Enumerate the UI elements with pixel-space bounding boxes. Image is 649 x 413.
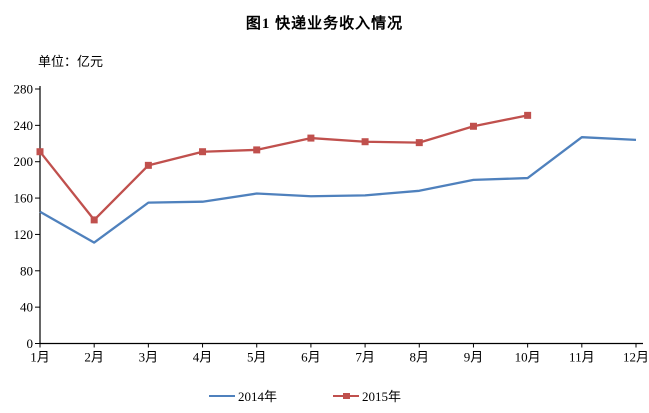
legend-item-2014: 2014年	[208, 386, 277, 405]
unit-label: 单位：亿元	[38, 54, 104, 69]
x-tick-label: 6月	[301, 350, 321, 365]
x-tick-label: 11月	[569, 350, 595, 365]
x-tick-label: 2月	[84, 350, 104, 365]
x-tick-label: 5月	[247, 350, 267, 365]
series-marker	[307, 134, 315, 142]
x-tick-label: 8月	[410, 350, 430, 365]
series-marker	[199, 148, 207, 156]
x-tick-label: 1月	[30, 350, 50, 365]
x-tick-label: 9月	[464, 350, 484, 365]
series-marker	[361, 138, 369, 146]
legend-label: 2015年	[362, 389, 402, 404]
x-tick-label: 10月	[515, 350, 541, 365]
y-tick-label: 280	[14, 82, 34, 97]
y-tick-label: 40	[20, 300, 33, 315]
x-tick-label: 3月	[139, 350, 159, 365]
series-line-2015年	[39, 114, 528, 222]
y-tick-label: 120	[14, 227, 34, 242]
series-marker	[524, 111, 532, 119]
series-marker	[469, 122, 477, 130]
series-line-2014年	[39, 136, 637, 244]
series-marker	[36, 148, 44, 156]
y-tick-label: 0	[27, 336, 34, 351]
series-marker	[253, 146, 261, 154]
x-tick-label: 12月	[623, 350, 649, 365]
legend-item-2015: 2015年	[333, 386, 401, 405]
legend-label: 2014年	[237, 389, 277, 404]
chart-legend: 2014年 2015年	[0, 386, 610, 405]
y-tick-label: 240	[14, 118, 34, 133]
y-tick-label: 160	[14, 191, 34, 206]
legend-line-marker-sample-icon	[333, 392, 359, 399]
x-tick-label: 4月	[193, 350, 213, 365]
series-marker	[415, 139, 423, 147]
series-marker	[90, 216, 98, 224]
y-tick-label: 80	[20, 263, 33, 278]
x-tick-label: 7月	[355, 350, 375, 365]
series-marker	[144, 161, 152, 169]
legend-line-sample-icon	[208, 392, 235, 399]
chart-title: 图1 快递业务收入情况	[245, 16, 404, 32]
y-tick-label: 200	[14, 154, 34, 169]
